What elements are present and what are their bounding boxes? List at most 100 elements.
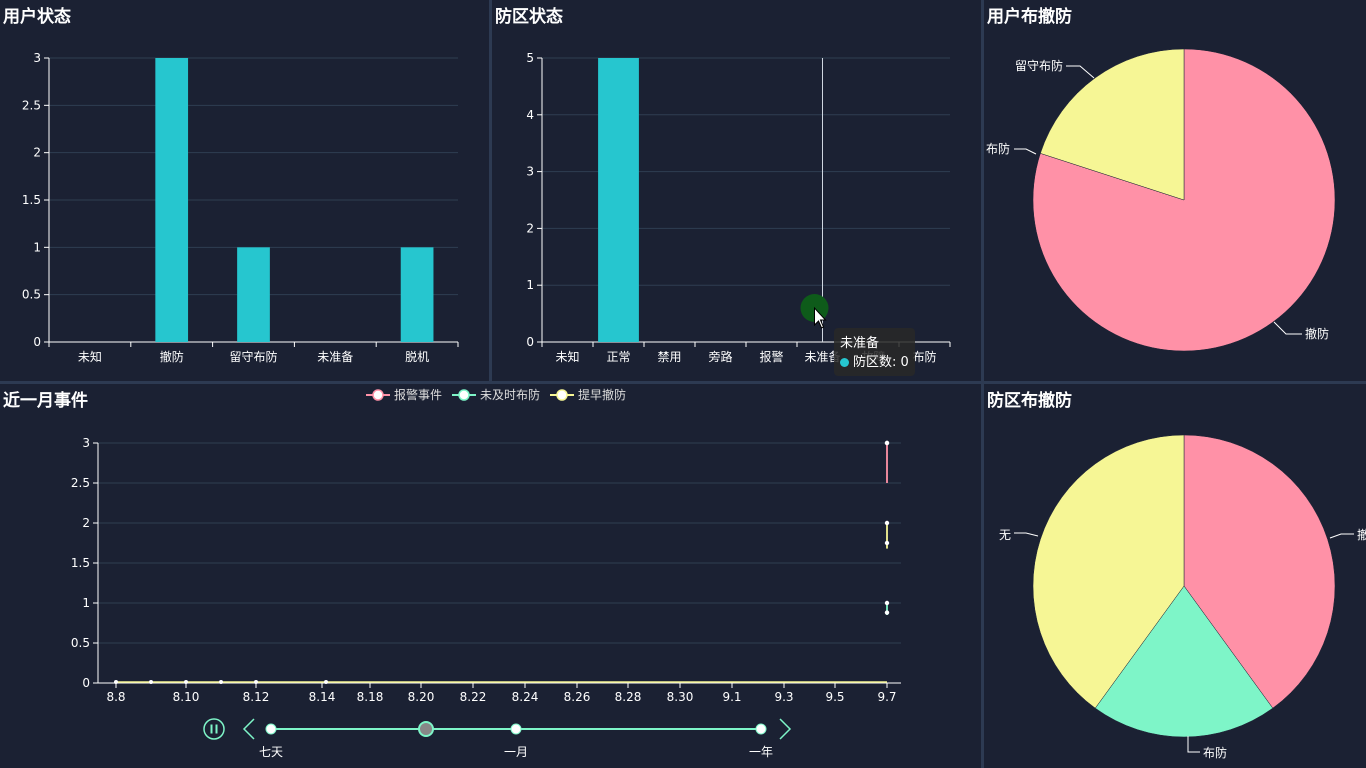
events-chart: 0 0.5 1 1.5 2 2.5 3 8.8 8.10 8.12 8.14 8.18 8.20 8.22… xyxy=(71,436,901,759)
series-point xyxy=(884,440,890,446)
pie-label: 撤 xyxy=(1357,527,1366,542)
series-point xyxy=(884,610,890,615)
y-tick-label: 1.5 xyxy=(71,556,90,570)
user-status-title: 用户状态 xyxy=(3,7,71,27)
pie-label: 撤防 xyxy=(1305,326,1329,341)
y-tick-label: 0 xyxy=(33,335,41,349)
x-tick-label: 9.5 xyxy=(825,690,844,704)
series-point xyxy=(149,680,153,684)
series-point xyxy=(219,680,223,684)
y-tick-label: 1.5 xyxy=(22,193,41,207)
legend-marker-icon xyxy=(366,388,390,401)
bar xyxy=(400,247,434,342)
timeline-label: 一年 xyxy=(749,745,773,759)
pie-label-line xyxy=(1273,321,1302,335)
x-tick-label: 未知 xyxy=(78,350,102,364)
tooltip-series-name: 防区数 xyxy=(853,355,893,370)
x-tick-label: 8.12 xyxy=(243,690,270,704)
x-tick-label: 8.10 xyxy=(173,690,200,704)
tooltip-value: 0 xyxy=(900,355,909,370)
x-tick-label: 9.7 xyxy=(877,690,896,704)
legend-item[interactable]: 提早撤防 xyxy=(550,386,626,403)
series-point xyxy=(114,680,118,684)
x-tick-label: 8.26 xyxy=(564,690,591,704)
tooltip-title: 未准备 xyxy=(840,336,880,351)
x-tick-label: 正常 xyxy=(606,350,630,364)
x-tick-label: 报警 xyxy=(759,349,783,364)
pie-label-line xyxy=(1014,532,1039,537)
pie-label: 无 xyxy=(999,528,1011,542)
pause-icon xyxy=(210,724,213,734)
user-status-chart: 0 0.5 1 1.5 2 2.5 3 未知 撤防 留守布防 未准备 脱机 xyxy=(22,51,459,364)
series-point xyxy=(884,520,890,526)
timeline-current-handle xyxy=(418,721,434,737)
x-tick-label: 旁路 xyxy=(708,349,732,364)
prev-arrow-icon xyxy=(242,718,255,740)
vertical-divider-right xyxy=(981,0,984,768)
timeline-node xyxy=(755,723,767,735)
x-tick-label: 8.28 xyxy=(615,690,642,704)
pie-label: 布防 xyxy=(1203,745,1227,760)
pie-label-line xyxy=(1066,65,1095,79)
y-tick-label: 2.5 xyxy=(22,98,41,112)
y-tick-label: 0 xyxy=(82,676,90,690)
zone-status-chart: 012345未知正常禁用旁路报警未准备故障布防 xyxy=(526,51,951,364)
y-tick-label: 2 xyxy=(33,146,41,160)
x-tick-label: 8.24 xyxy=(512,690,539,704)
pie-label: 布防 xyxy=(986,141,1010,156)
events-legend: 报警事件 未及时布防 提早撤防 xyxy=(366,386,626,403)
timeline-node xyxy=(510,723,522,735)
y-tick-label: 1 xyxy=(33,240,41,254)
timeline-label: 七天 xyxy=(259,745,283,759)
series-point xyxy=(884,600,890,606)
series-point xyxy=(184,680,188,684)
y-tick-label: 3 xyxy=(526,165,534,179)
legend-label: 报警事件 xyxy=(394,388,443,402)
y-tick-label: 2.5 xyxy=(71,476,90,490)
x-tick-label: 9.3 xyxy=(774,690,793,704)
x-tick-label: 布防 xyxy=(912,349,936,364)
legend-item[interactable]: 未及时布防 xyxy=(452,386,540,403)
x-tick-label: 撤防 xyxy=(160,349,184,364)
pie-slice xyxy=(1040,48,1185,201)
next-arrow-icon xyxy=(779,718,792,740)
y-tick-label: 3 xyxy=(82,436,90,450)
pie-slice xyxy=(1032,434,1185,709)
x-tick-label: 8.14 xyxy=(309,690,336,704)
x-tick-label: 8.18 xyxy=(357,690,384,704)
y-tick-label: 1 xyxy=(82,596,90,610)
user-status-panel: 用户状态 0 0.5 1 1.5 2 2.5 3 未知 撤防 留守布防 未准备 脱机 xyxy=(0,0,489,381)
series-point xyxy=(254,680,258,684)
zone-status-panel: 防区状态 012345未知正常禁用旁路报警未准备故障布防 未准备 防区数: 0 xyxy=(492,0,981,381)
user-arm-panel: 用户布撤防 撤防 留守布防布防 xyxy=(984,0,1366,381)
legend-item[interactable]: 报警事件 xyxy=(366,386,442,403)
bar xyxy=(237,247,270,342)
pie-slice xyxy=(1183,434,1336,709)
timeline-node xyxy=(265,723,277,735)
user-arm-title: 用户布撤防 xyxy=(987,7,1072,27)
events-title: 近一月事件 xyxy=(3,391,88,411)
bar xyxy=(598,58,639,342)
pause-icon xyxy=(215,724,218,734)
y-tick-label: 1 xyxy=(526,278,534,292)
tooltip-series-dot xyxy=(840,358,849,367)
x-tick-label: 留守布防 xyxy=(229,349,277,364)
y-tick-label: 2 xyxy=(526,221,534,235)
mouse-cursor-icon xyxy=(814,306,827,329)
pie-label-line xyxy=(1187,736,1200,753)
pie-label: 留守布防 xyxy=(1015,58,1063,73)
zone-arm-chart: 撤布防 无 xyxy=(999,434,1366,760)
x-tick-label: 8.22 xyxy=(460,690,487,704)
pause-button xyxy=(203,718,225,740)
x-tick-label: 8.8 xyxy=(106,690,125,704)
y-tick-label: 5 xyxy=(526,51,534,65)
y-tick-label: 0.5 xyxy=(22,288,41,302)
x-tick-label: 未准备 xyxy=(317,350,353,364)
pie-label-line xyxy=(1329,533,1354,539)
pie-label-line xyxy=(1014,148,1037,155)
y-tick-label: 2 xyxy=(82,516,90,530)
series-point xyxy=(884,540,890,546)
zone-status-title: 防区状态 xyxy=(495,7,563,27)
events-panel: 近一月事件 报警事件 未及时布防 提早撤防 0 0.5 1 1.5 2 2.5 3 8.8 8.10… xyxy=(0,384,981,768)
bar xyxy=(155,58,189,342)
